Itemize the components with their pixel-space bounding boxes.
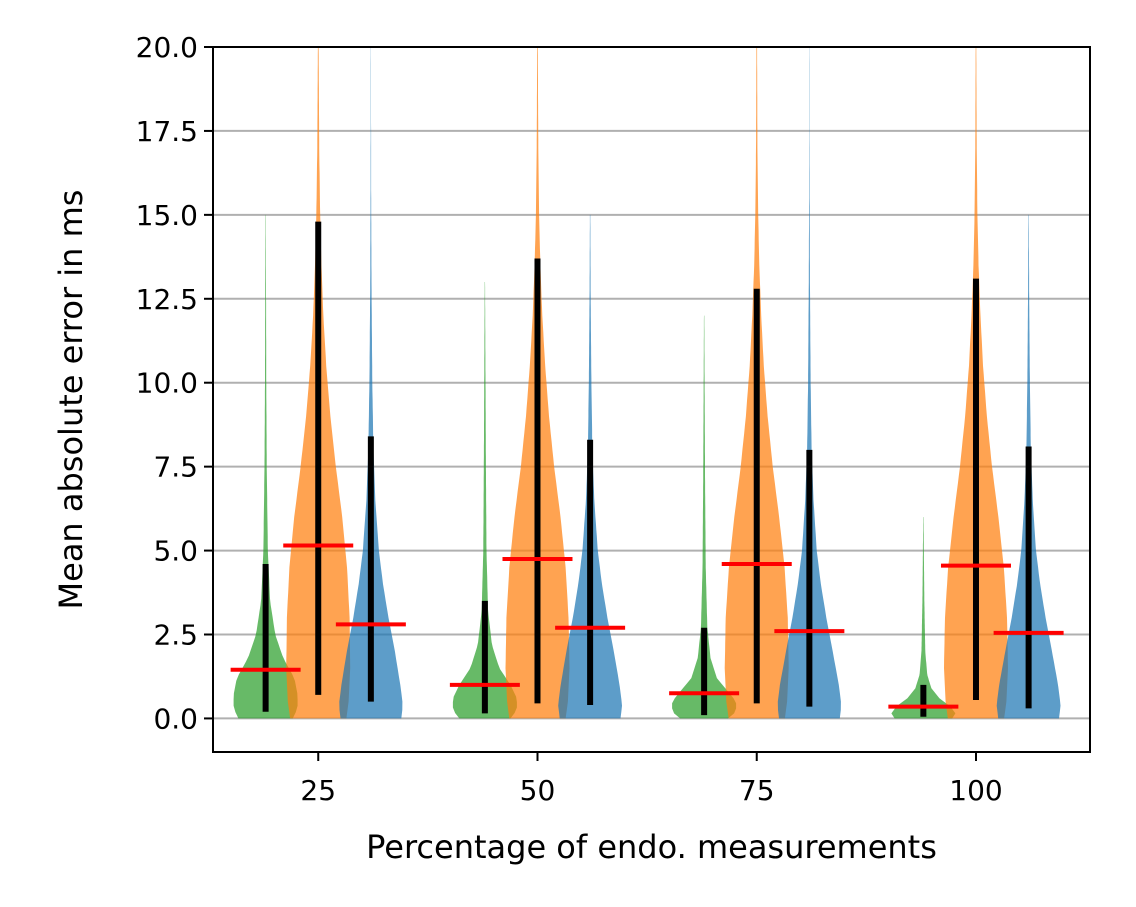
violin-body bbox=[339, 47, 403, 719]
range-bars bbox=[262, 221, 1032, 717]
y-tick-label: 2.5 bbox=[153, 619, 198, 652]
violin-body bbox=[672, 315, 737, 719]
y-tick-label: 7.5 bbox=[153, 451, 198, 484]
x-axis-ticks: 25 50 75 100 bbox=[300, 752, 1003, 807]
mean-markers bbox=[230, 543, 1064, 709]
y-tick-label: 12.5 bbox=[136, 283, 198, 316]
y-tick-label: 20.0 bbox=[136, 31, 198, 64]
plot-frame bbox=[212, 46, 1091, 753]
x-tick-label: 50 bbox=[520, 774, 556, 807]
x-tick-label: 100 bbox=[949, 774, 1002, 807]
violin-body bbox=[891, 517, 956, 719]
y-axis-label: Mean absolute error in ms bbox=[52, 190, 90, 610]
violin-body bbox=[233, 214, 298, 719]
x-tick-label: 75 bbox=[739, 774, 775, 807]
y-tick-label: 17.5 bbox=[136, 115, 198, 148]
y-tick-label: 10.0 bbox=[136, 367, 198, 400]
y-axis-ticks: 0.0 2.5 5.0 7.5 10.0 12.5 15.0 17.5 20.0 bbox=[136, 31, 213, 735]
violin-body bbox=[777, 47, 841, 719]
y-tick-label: 5.0 bbox=[153, 535, 198, 568]
violin-body bbox=[452, 282, 517, 719]
x-axis-label: Percentage of endo. measurements bbox=[366, 828, 937, 866]
x-tick-label: 25 bbox=[300, 774, 336, 807]
y-tick-label: 0.0 bbox=[153, 702, 198, 735]
y-tick-label: 15.0 bbox=[136, 199, 198, 232]
